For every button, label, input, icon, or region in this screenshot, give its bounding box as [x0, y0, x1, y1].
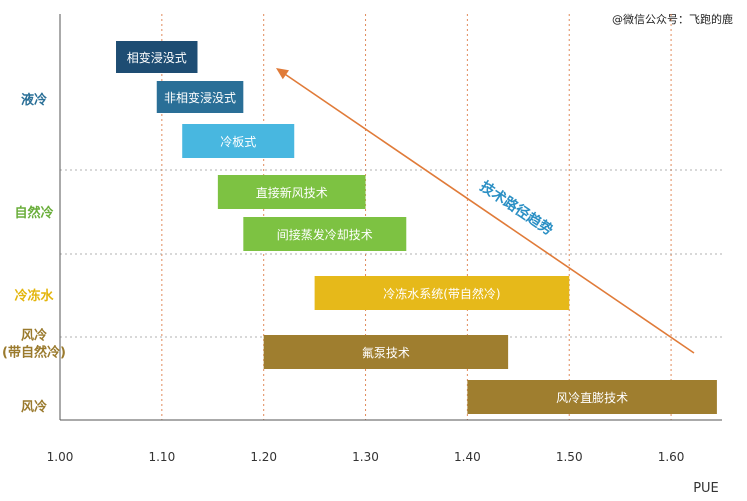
bar-label-7: 风冷直膨技术: [556, 391, 628, 405]
bar-2: [182, 124, 295, 158]
bar-label-3: 直接新风技术: [256, 185, 328, 200]
x-tick-label-6: 1.60: [658, 450, 685, 464]
bar-5: [314, 276, 570, 310]
bar-label-5: 冷冻水系统(带自然冷): [383, 286, 500, 301]
x-tick-label-4: 1.40: [454, 450, 481, 464]
bar-label-1: 非相变浸没式: [164, 90, 236, 105]
x-ticks: 1.00 1.10 1.20 1.30 1.40 1.50 1.60: [47, 450, 685, 464]
category-label-3: 风冷: [21, 328, 47, 344]
category-label-2: 冷冻水: [14, 288, 54, 304]
axes: [59, 14, 722, 421]
category-label-0: 液冷: [21, 92, 47, 108]
bar-6: [263, 335, 509, 369]
bar-label-0: 相变浸没式: [127, 50, 187, 65]
bar-3: [217, 175, 366, 209]
trend-label: 技术路径趋势: [477, 178, 556, 239]
bar-0: [116, 41, 198, 73]
bar-1: [156, 81, 244, 113]
bar-4: [243, 217, 407, 251]
category-label-3: (带自然冷): [2, 345, 66, 361]
trend: 技术路径趋势: [276, 68, 695, 354]
x-tick-label-5: 1.50: [556, 450, 583, 464]
x-tick-label-3: 1.30: [352, 450, 379, 464]
category-label-4: 风冷: [21, 399, 47, 415]
category-label-1: 自然冷: [14, 205, 53, 221]
bar-label-6: 氟泵技术: [362, 346, 410, 360]
x-tick-label-1: 1.10: [148, 450, 175, 464]
category-bands: [60, 169, 722, 338]
x-tick-label-0: 1.00: [47, 450, 74, 464]
x-axis-label: PUE: [693, 481, 719, 496]
bar-label-4: 间接蒸发冷却技术: [277, 227, 373, 242]
trend-arrow-head: [276, 68, 290, 80]
bar-label-2: 冷板式: [220, 135, 256, 149]
bar-7: [467, 380, 717, 414]
trend-arrow-line: [283, 72, 695, 354]
x-tick-label-2: 1.20: [250, 450, 277, 464]
watermark: @微信公众号：飞跑的鹿: [612, 13, 733, 26]
